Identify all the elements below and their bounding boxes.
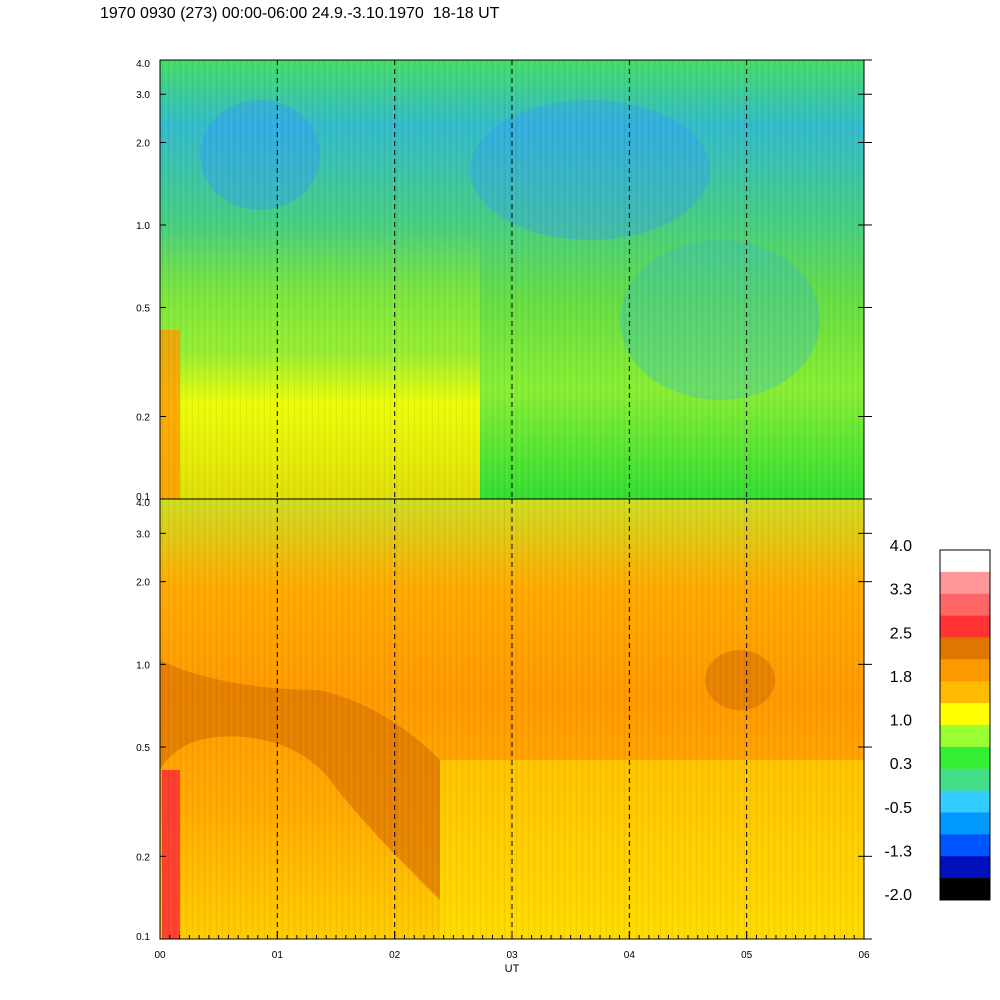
colorbar-label: 1.0 <box>890 713 912 730</box>
colorbar-label: 0.3 <box>890 756 912 773</box>
x-tick-label: 05 <box>741 950 753 961</box>
x-tick-label: 06 <box>858 950 870 961</box>
x-axis-ticks: 00 01 02 03 04 05 06 <box>154 931 870 961</box>
colorbar-label: 2.5 <box>890 625 912 642</box>
x-tick-label: 01 <box>272 950 284 961</box>
chart-title: 1970 0930 (273) 00:00-06:00 24.9.-3.10.1… <box>100 5 500 22</box>
y-tick-label: 1.0 <box>136 221 150 232</box>
y-tick-label: 0.5 <box>136 303 150 314</box>
hour-gridlines <box>276 60 748 939</box>
x-axis-label: UT <box>505 963 520 975</box>
y-tick-label: 0.1 <box>136 492 150 503</box>
colorbar-label: -2.0 <box>884 887 912 904</box>
colorbar-swatch <box>940 790 990 813</box>
y-tick-label: 0.1 <box>136 932 150 943</box>
colorbar-swatch <box>940 834 990 857</box>
x-tick-label: 03 <box>506 950 518 961</box>
colorbar-swatch <box>940 637 990 660</box>
colorbar-swatch <box>940 768 990 792</box>
y-tick-label: 0.5 <box>136 743 150 754</box>
colorbar-label: 3.3 <box>890 582 912 599</box>
colorbar-label: -1.3 <box>884 843 912 860</box>
colorbar-swatch <box>940 681 990 704</box>
y-tick-label: 0.2 <box>136 852 150 863</box>
x-tick-label: 00 <box>154 950 166 961</box>
colorbar-label: -0.5 <box>884 800 912 817</box>
colorbar-swatch <box>940 550 990 573</box>
colorbar-swatch <box>940 571 990 595</box>
colorbar-frame <box>939 549 991 901</box>
y-tick-label: 3.0 <box>136 90 150 101</box>
colorbar-label: 1.8 <box>890 669 912 686</box>
x-tick-label: 02 <box>389 950 401 961</box>
colorbar: 4.0 3.3 2.5 1.8 1.0 0.3 -0.5 -1.3 -2.0 <box>884 538 991 904</box>
y-tick-label: 3.0 <box>136 529 150 540</box>
colorbar-swatch <box>940 659 990 682</box>
colorbar-swatch <box>940 593 990 617</box>
colorbar-swatch <box>940 725 990 748</box>
colorbar-swatch <box>940 878 990 901</box>
colorbar-swatch <box>940 615 990 638</box>
y-tick-label: 1.0 <box>136 660 150 671</box>
y-tick-label: 4.0 <box>136 59 150 70</box>
y-tick-label: 4.0 <box>136 498 150 509</box>
colorbar-swatch <box>940 703 990 726</box>
colorbar-swatch <box>940 856 990 879</box>
colorbar-swatch <box>940 812 990 835</box>
y-tick-label: 2.0 <box>136 138 150 149</box>
x-tick-label: 04 <box>624 950 636 961</box>
y-tick-label: 2.0 <box>136 578 150 589</box>
colorbar-label: 4.0 <box>890 538 912 555</box>
y-axis-ticks: 0.10.20.51.02.03.04.00.10.20.51.02.03.04… <box>136 59 872 943</box>
colorbar-swatch <box>940 746 990 770</box>
y-tick-label: 0.2 <box>136 413 150 424</box>
